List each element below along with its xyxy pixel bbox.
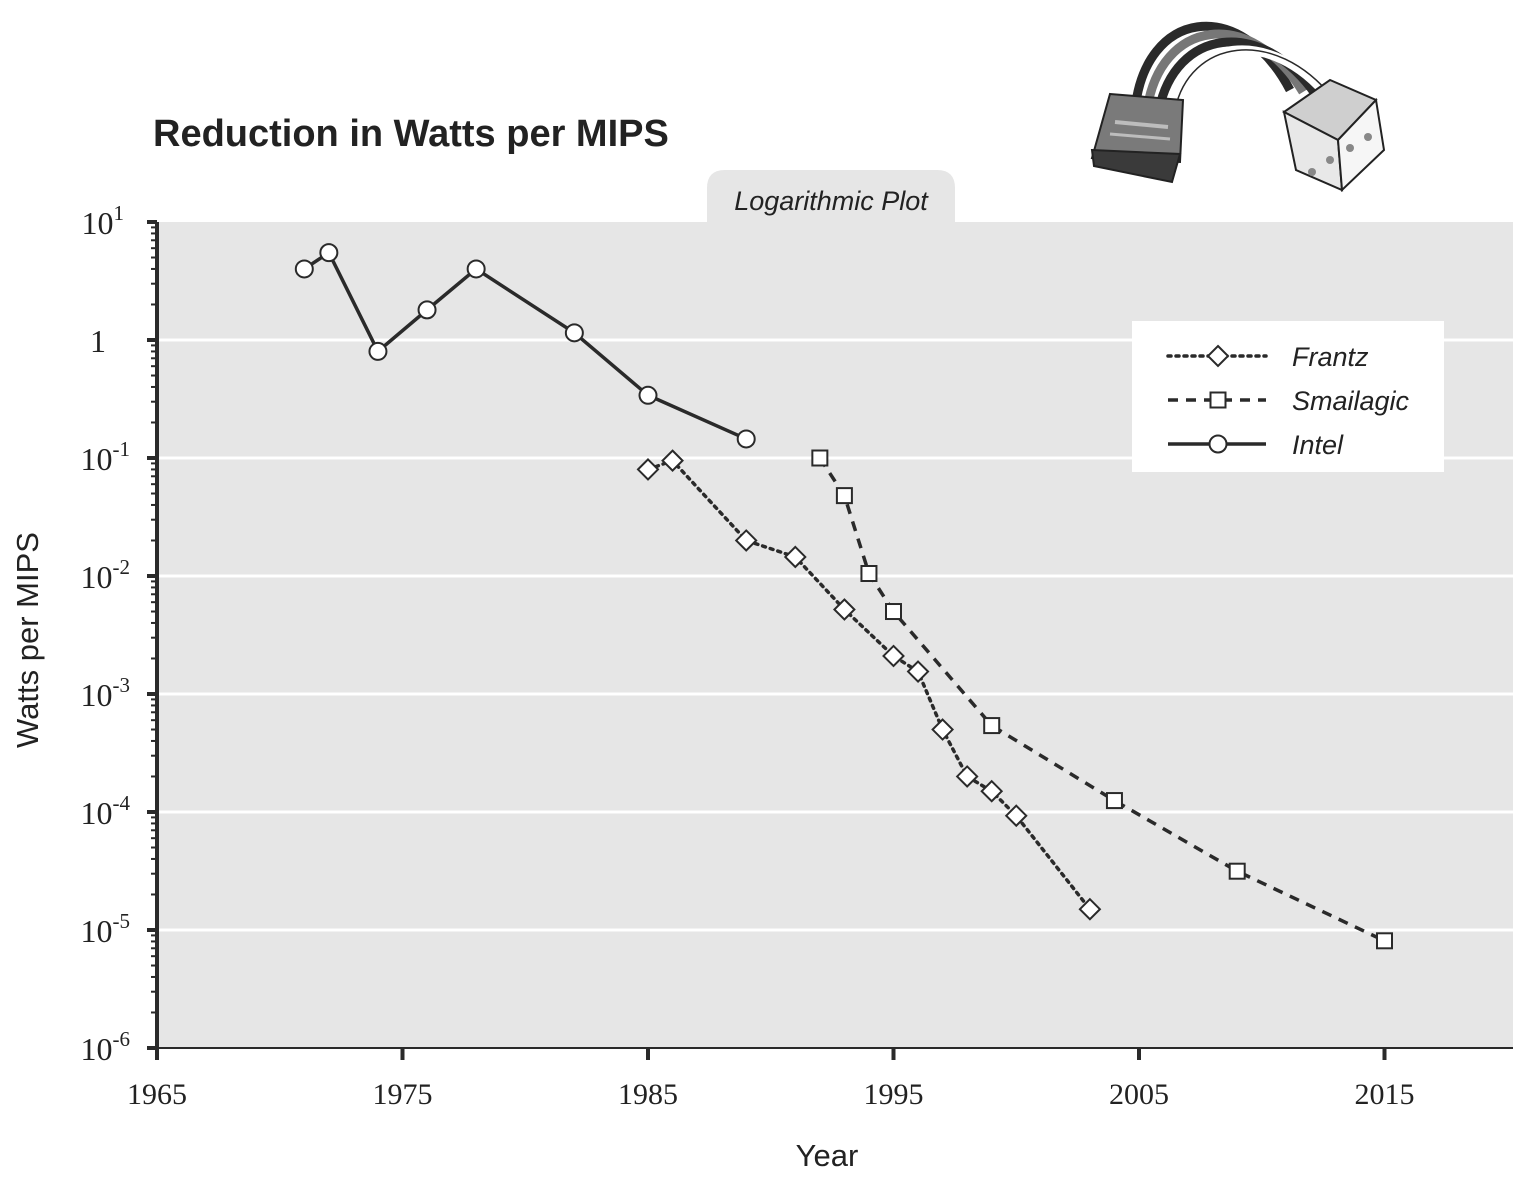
data-point-smailagic bbox=[860, 564, 878, 582]
y-tick-label: 10-2 bbox=[81, 555, 131, 595]
y-tick-label: 10-1 bbox=[81, 437, 131, 477]
y-tick-label: 101 bbox=[82, 201, 125, 241]
data-point-intel bbox=[294, 259, 314, 279]
axes: 101 1 10-1 10-2 10-3 10-4 10-5 10-6 1965 1975 1985… bbox=[81, 201, 1513, 1111]
data-point-intel bbox=[736, 429, 756, 449]
data-point-intel bbox=[368, 341, 388, 361]
data-point-frantz bbox=[832, 598, 856, 621]
y-tick-label: 1 bbox=[90, 323, 106, 359]
data-point-frantz bbox=[636, 458, 660, 481]
data-point-intel bbox=[466, 259, 486, 279]
data-point-frantz bbox=[734, 529, 758, 552]
x-tick-label: 1995 bbox=[864, 1078, 924, 1111]
x-tick-label: 1975 bbox=[373, 1078, 433, 1111]
data-point-frantz bbox=[931, 718, 955, 741]
x-tick-label: 1965 bbox=[127, 1078, 187, 1111]
data-point-frantz bbox=[955, 765, 979, 788]
y-tick-label: 10-6 bbox=[81, 1027, 131, 1067]
data-point-smailagic bbox=[983, 717, 1001, 735]
data-point-intel bbox=[319, 243, 339, 263]
legend-marker-smailagic bbox=[1209, 391, 1227, 409]
data-point-frantz bbox=[661, 449, 684, 473]
legend: Frantz Smailagic Intel bbox=[1132, 321, 1444, 472]
y-tick-label: 10-3 bbox=[81, 673, 131, 713]
data-point-smailagic bbox=[1228, 862, 1246, 880]
x-axis-label: Year bbox=[796, 1138, 859, 1173]
chart-title: Reduction in Watts per MIPS bbox=[153, 113, 669, 155]
legend-marker-frantz bbox=[1206, 344, 1230, 368]
legend-label-smailagic: Smailagic bbox=[1292, 386, 1410, 416]
data-point-intel bbox=[638, 385, 658, 405]
data-point-smailagic bbox=[885, 603, 902, 621]
data-point-smailagic bbox=[1105, 792, 1123, 810]
x-tick-label: 2005 bbox=[1109, 1078, 1169, 1111]
legend-box bbox=[1132, 321, 1444, 472]
data-point-frantz bbox=[1004, 804, 1028, 828]
data-point-intel bbox=[417, 300, 437, 320]
data-point-smailagic bbox=[811, 449, 829, 467]
x-tick-label: 1985 bbox=[618, 1078, 678, 1111]
subtitle-tab: Logarithmic Plot bbox=[707, 170, 955, 222]
legend-marker-intel bbox=[1208, 434, 1228, 454]
series-line-intel bbox=[303, 250, 747, 441]
series-layer bbox=[294, 243, 1393, 950]
chart-subtitle: Logarithmic Plot bbox=[734, 186, 929, 216]
x-tick-label: 2015 bbox=[1355, 1078, 1415, 1111]
y-axis-label: Watts per MIPS bbox=[10, 532, 45, 748]
data-point-smailagic bbox=[835, 487, 853, 505]
data-point-frantz bbox=[783, 545, 807, 569]
y-tick-label: 10-4 bbox=[81, 791, 131, 831]
power-connector-cable-image bbox=[1090, 21, 1386, 193]
data-point-intel bbox=[564, 323, 584, 343]
data-point-smailagic bbox=[1376, 932, 1393, 950]
data-point-frantz bbox=[980, 779, 1004, 803]
y-tick-label: 10-5 bbox=[81, 909, 131, 949]
legend-label-intel: Intel bbox=[1292, 430, 1344, 460]
data-point-frantz bbox=[906, 660, 930, 683]
data-point-frantz bbox=[1078, 897, 1102, 921]
data-point-frantz bbox=[882, 644, 905, 668]
series-line-smailagic bbox=[818, 457, 1386, 943]
legend-label-frantz: Frantz bbox=[1292, 342, 1369, 372]
